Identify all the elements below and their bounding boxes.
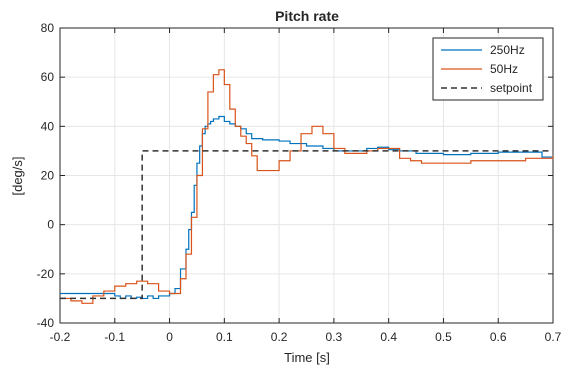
x-tick-label: 0.2: [271, 330, 288, 344]
x-tick-label: -0.2: [50, 330, 71, 344]
y-tick-label: 60: [41, 70, 55, 84]
x-axis-label: Time [s]: [284, 350, 330, 365]
y-tick-label: -40: [37, 316, 55, 330]
x-tick-label: 0.5: [435, 330, 452, 344]
legend-label-setpoint: setpoint: [490, 81, 533, 95]
y-tick-label: 40: [41, 119, 55, 133]
y-tick-label: 20: [41, 169, 55, 183]
y-tick-label: 0: [47, 218, 54, 232]
y-tick-label: -20: [37, 267, 55, 281]
legend-label-250hz: 250Hz: [490, 43, 525, 57]
x-tick-label: 0.3: [326, 330, 343, 344]
series-line-50hz: [60, 69, 554, 304]
legend: 250Hz 50Hz setpoint: [432, 37, 544, 101]
x-tick-label: 0.1: [216, 330, 233, 344]
x-tick-label: -0.1: [104, 330, 125, 344]
x-tick-label: 0.6: [490, 330, 507, 344]
x-tick-label: 0: [166, 330, 173, 344]
axis-layer: -0.2 -0.1 0 0.1 0.2 0.3 0.4 0.5 0.6 0.7 -40 -20 0 20 4…: [37, 21, 562, 344]
chart-title: Pitch rate: [275, 8, 339, 24]
y-tick-label: 80: [41, 21, 55, 35]
series-line-setpoint: [60, 150, 553, 300]
y-axis-label: [deg/s]: [10, 156, 25, 195]
series-layer: [60, 69, 554, 304]
legend-label-50hz: 50Hz: [490, 62, 518, 76]
series-line-250hz: [60, 115, 554, 300]
x-tick-label: 0.4: [380, 330, 397, 344]
x-tick-label: 0.7: [545, 330, 562, 344]
